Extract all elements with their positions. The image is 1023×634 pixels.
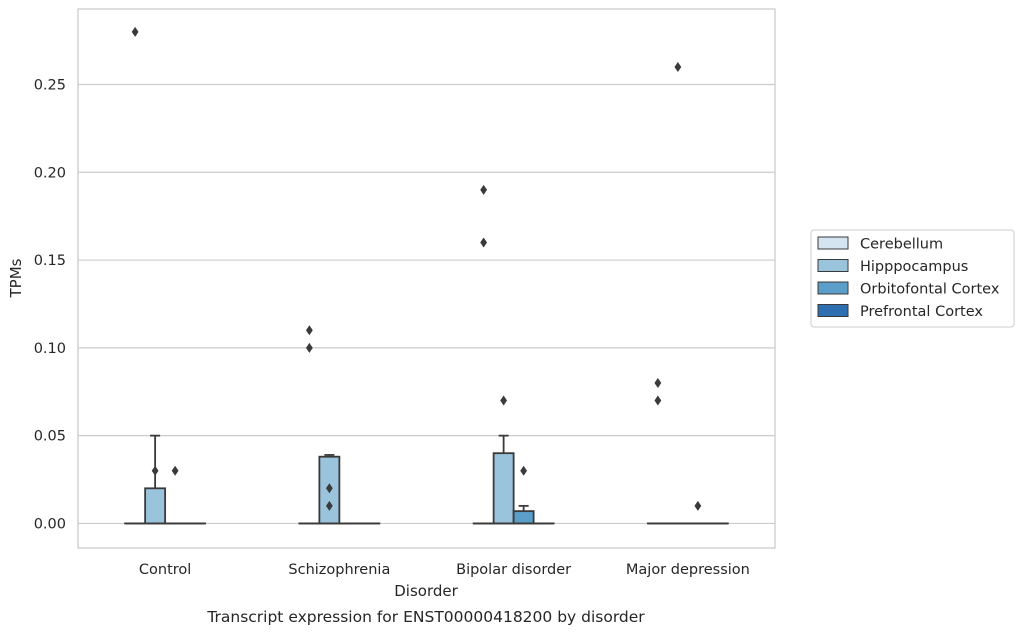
box-hipppocampus <box>318 454 341 525</box>
legend-swatch <box>817 281 849 295</box>
x-tick-label: Schizophrenia <box>288 562 390 578</box>
outlier-point <box>171 465 179 476</box>
y-tick-label: 0.00 <box>34 516 66 532</box>
outlier-point <box>325 500 333 511</box>
legend-frame <box>810 229 1015 328</box>
y-tick-label: 0.15 <box>34 253 66 269</box>
x-tick-label: Bipolar disorder <box>456 562 571 578</box>
box-body <box>512 510 535 525</box>
box-cerebellum <box>472 184 495 525</box>
box-hipppocampus <box>666 61 689 525</box>
box-hipppocampus <box>144 434 167 525</box>
plot-marks <box>124 26 729 525</box>
legend: Cerebellum Hipppocampus Orbitofontal Corte… <box>810 229 1015 328</box>
y-tick-label: 0.25 <box>34 77 66 93</box>
box-orbitofontal-cortex <box>686 500 709 525</box>
outlier-point <box>151 465 159 476</box>
box-cerebellum <box>646 377 669 525</box>
y-tick-label: 0.05 <box>34 429 66 445</box>
outlier-point <box>520 465 528 476</box>
legend-label: Cerebellum <box>860 237 943 253</box>
y-axis-label: TPMs <box>7 258 25 298</box>
box-cerebellum <box>124 26 147 525</box>
legend-swatch <box>817 236 849 250</box>
chart-caption: Transcript expression for ENST0000041820… <box>206 608 645 626</box>
outlier-point <box>480 184 488 195</box>
box-body <box>492 452 515 525</box>
outlier-point <box>480 237 488 248</box>
x-axis-ticks: Control Schizophrenia Bipolar disorder Majo… <box>139 562 750 578</box>
y-axis-ticks: 0.00 0.05 0.10 0.15 0.20 0.25 <box>34 77 66 532</box>
x-axis-label: Disorder <box>394 582 458 600</box>
outlier-point <box>131 26 139 37</box>
y-tick-label: 0.10 <box>34 341 66 357</box>
x-tick-label: Control <box>139 562 191 578</box>
outlier-point <box>305 325 313 336</box>
legend-label: Prefrontal Cortex <box>860 304 983 320</box>
y-tick-label: 0.20 <box>34 165 66 181</box>
outlier-point <box>694 500 702 511</box>
gridlines <box>78 83 775 525</box>
outlier-point <box>325 483 333 494</box>
legend-label: Hipppocampus <box>860 259 968 275</box>
outlier-point <box>674 61 682 72</box>
outlier-point <box>654 395 662 406</box>
x-tick-label: Major depression <box>626 562 750 578</box>
legend-label: Orbitofontal Cortex <box>860 282 1000 298</box>
box-orbitofontal-cortex <box>512 465 535 525</box>
box-hipppocampus <box>492 395 515 525</box>
legend-swatch <box>817 259 849 272</box>
outlier-point <box>500 395 508 406</box>
box-cerebellum <box>298 325 321 525</box>
box-body <box>144 487 167 525</box>
outlier-point <box>305 342 313 353</box>
plot-frame <box>77 8 776 549</box>
legend-swatch <box>817 304 849 317</box>
box-orbitofontal-cortex <box>164 465 187 525</box>
outlier-point <box>654 377 662 388</box>
